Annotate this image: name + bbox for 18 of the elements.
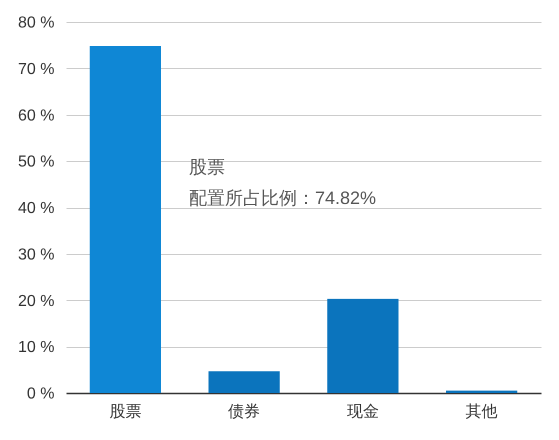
bar [327,298,398,393]
y-tick-label: 20 % [18,292,54,310]
y-tick-label: 10 % [18,339,54,356]
x-tick-label: 股票 [109,404,142,420]
y-tick-label: 60 % [18,107,54,124]
x-tick-label: 其他 [466,402,498,420]
y-tick-label: 0 % [26,386,54,402]
y-tick-label: 80 % [18,14,54,32]
bar [90,46,161,393]
y-tick-label: 40 % [18,200,54,217]
annotation: 股票 [189,157,225,177]
x-tick-label: 债券 [228,402,260,420]
y-tick-label: 70 % [18,60,54,78]
bar [208,371,280,393]
y-tick-label: 30 % [18,246,54,264]
annotation: 配置所占比例：74.82% [189,188,376,208]
x-tick-label: 现金 [346,404,379,420]
y-tick-label: 50 % [18,154,54,171]
